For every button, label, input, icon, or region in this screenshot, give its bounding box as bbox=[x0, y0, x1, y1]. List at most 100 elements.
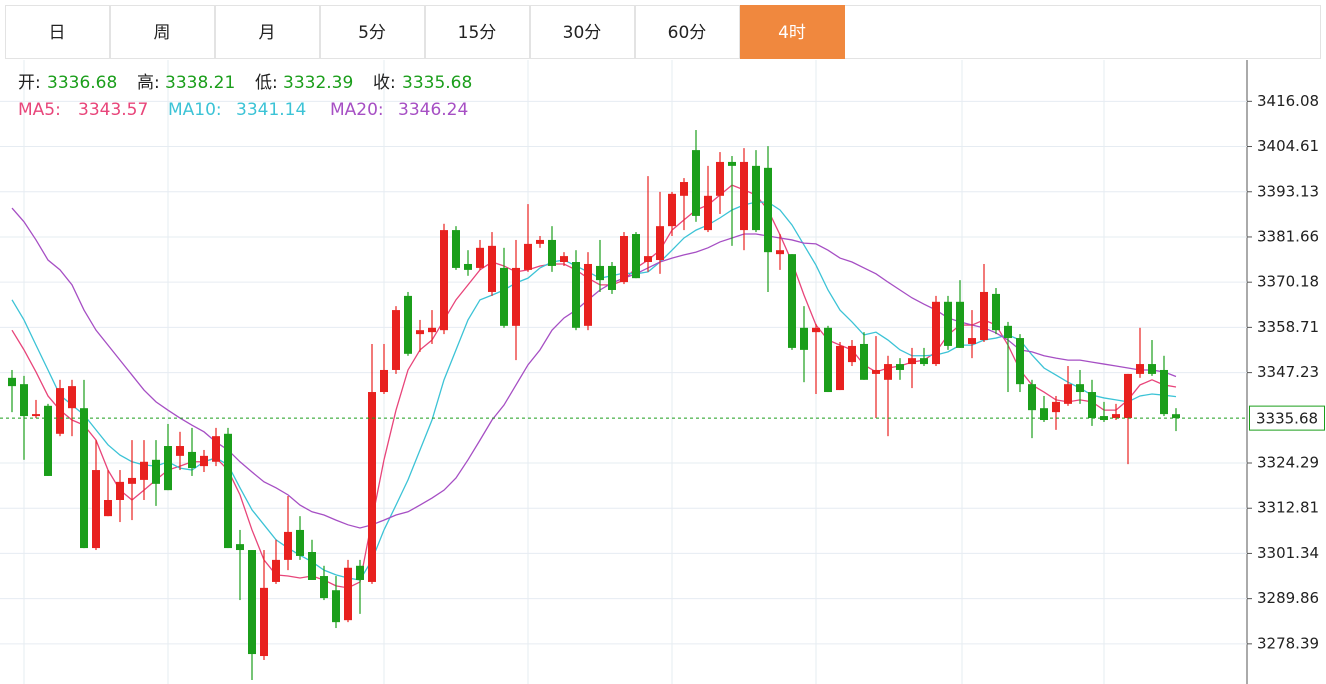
tab-label[interactable]: 15分 bbox=[458, 23, 497, 43]
ohlc-label: 收: bbox=[373, 73, 396, 93]
candle-body bbox=[344, 567, 352, 621]
candle-body bbox=[536, 239, 544, 244]
candle-body bbox=[392, 310, 400, 370]
candle-body bbox=[116, 481, 124, 500]
candle-body bbox=[380, 369, 388, 393]
ohlc-label: 高: bbox=[137, 73, 160, 93]
tab-label[interactable]: 60分 bbox=[668, 23, 707, 43]
tab-label[interactable]: 30分 bbox=[563, 23, 602, 43]
candle-body bbox=[632, 234, 640, 279]
candle-body bbox=[440, 230, 448, 331]
candle-body bbox=[272, 559, 280, 582]
y-tick-label: 3278.39 bbox=[1257, 634, 1319, 652]
ohlc-label: 低: bbox=[255, 73, 278, 93]
candle-body bbox=[824, 327, 832, 393]
candle-body bbox=[128, 477, 136, 484]
tab-label[interactable]: 周 bbox=[154, 23, 171, 43]
y-tick-label: 3404.61 bbox=[1257, 137, 1319, 155]
candle-body bbox=[836, 345, 844, 391]
tab[interactable] bbox=[740, 5, 845, 59]
candle-body bbox=[20, 384, 28, 417]
y-tick-label: 3381.66 bbox=[1257, 227, 1319, 245]
candle-body bbox=[740, 161, 748, 231]
legend-value: 3346.24 bbox=[398, 100, 468, 120]
candle-body bbox=[596, 265, 604, 281]
candle-body bbox=[296, 529, 304, 556]
candle-body bbox=[980, 291, 988, 341]
candle-body bbox=[140, 461, 148, 480]
tab-label[interactable]: 月 bbox=[259, 23, 276, 43]
candle-body bbox=[320, 576, 328, 599]
tab-label[interactable]: 4时 bbox=[778, 23, 806, 43]
candle-body bbox=[812, 327, 820, 333]
y-tick-label: 3347.23 bbox=[1257, 363, 1319, 381]
candle-body bbox=[248, 550, 256, 655]
tab[interactable] bbox=[5, 5, 110, 59]
tab-label[interactable]: 日 bbox=[49, 23, 66, 43]
candle-body bbox=[80, 408, 88, 549]
y-tick-label: 3301.34 bbox=[1257, 544, 1319, 562]
candle-body bbox=[716, 161, 724, 196]
legend-label: MA10: bbox=[168, 100, 222, 120]
candle-body bbox=[776, 250, 784, 255]
candle-body bbox=[524, 243, 532, 270]
candle-body bbox=[368, 392, 376, 582]
candle-body bbox=[584, 263, 592, 326]
candle-body bbox=[56, 388, 64, 434]
ohlc-value: 3332.39 bbox=[283, 73, 353, 93]
candle-body bbox=[8, 377, 16, 387]
y-tick-label: 3289.86 bbox=[1257, 589, 1319, 607]
candle-body bbox=[1112, 414, 1120, 419]
candle-body bbox=[800, 327, 808, 350]
tab[interactable] bbox=[215, 5, 320, 59]
tab[interactable] bbox=[530, 5, 635, 59]
candle-body bbox=[176, 446, 184, 456]
candle-body bbox=[260, 587, 268, 657]
candle-body bbox=[164, 446, 172, 491]
candle-body bbox=[236, 544, 244, 551]
candle-body bbox=[308, 552, 316, 580]
candle-body bbox=[992, 293, 1000, 331]
candle-body bbox=[1160, 369, 1168, 415]
candle-body bbox=[692, 150, 700, 216]
ohlc-label: 开: bbox=[18, 73, 41, 93]
tab[interactable] bbox=[320, 5, 425, 59]
candle-body bbox=[1148, 364, 1156, 374]
candle-body bbox=[932, 301, 940, 365]
candle-body bbox=[1136, 364, 1144, 374]
candle-body bbox=[920, 358, 928, 365]
ohlc-value: 3338.21 bbox=[165, 73, 235, 93]
candle-body bbox=[704, 195, 712, 231]
candle-body bbox=[728, 161, 736, 166]
candle-body bbox=[68, 386, 76, 409]
candle-body bbox=[848, 345, 856, 363]
candle-body bbox=[956, 301, 964, 348]
candle-body bbox=[680, 182, 688, 196]
candle-body bbox=[572, 262, 580, 328]
candle-body bbox=[92, 470, 100, 549]
candle-body bbox=[548, 239, 556, 266]
tab[interactable] bbox=[110, 5, 215, 59]
candle-body bbox=[944, 301, 952, 346]
legend-value: 3341.14 bbox=[236, 100, 306, 120]
candle-body bbox=[284, 531, 292, 560]
y-tick-label: 3324.29 bbox=[1257, 453, 1319, 471]
tab[interactable] bbox=[635, 5, 740, 59]
candle-body bbox=[872, 369, 880, 374]
candle-body bbox=[512, 267, 520, 326]
candle-body bbox=[860, 343, 868, 380]
candle-body bbox=[1028, 384, 1036, 411]
y-tick-label: 3393.13 bbox=[1257, 182, 1319, 200]
tab-label[interactable]: 5分 bbox=[358, 23, 386, 43]
candle-body bbox=[44, 405, 52, 476]
y-tick-label: 3370.18 bbox=[1257, 273, 1319, 291]
candle-body bbox=[1076, 384, 1084, 393]
candle-body bbox=[464, 263, 472, 270]
candle-body bbox=[752, 165, 760, 231]
legend-label: MA20: bbox=[330, 100, 384, 120]
candle-body bbox=[1040, 408, 1048, 421]
tab[interactable] bbox=[425, 5, 530, 59]
candle-body bbox=[452, 230, 460, 268]
